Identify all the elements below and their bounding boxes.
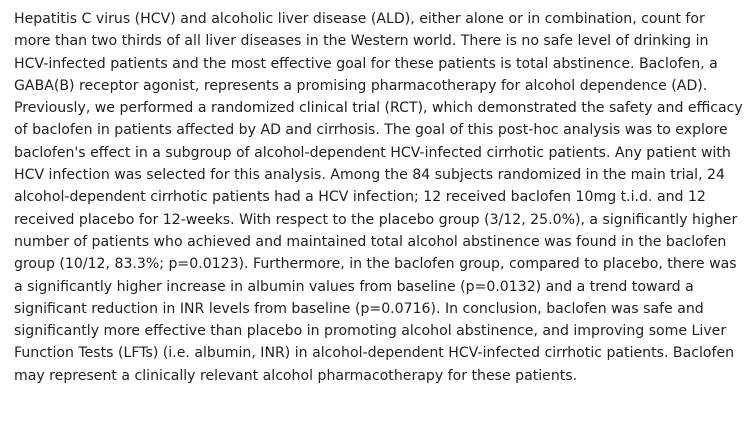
abstract-text: Hepatitis C virus (HCV) and alcoholic li…: [14, 8, 743, 387]
abstract-line: HCV infection was selected for this anal…: [14, 167, 725, 184]
abstract-line: HCV-infected patients and the most effec…: [14, 55, 718, 72]
abstract-line: significantly more effective than placeb…: [14, 323, 727, 340]
abstract-line: of baclofen in patients affected by AD a…: [14, 122, 728, 139]
abstract-line: GABA(B) receptor agonist, represents a p…: [14, 77, 708, 94]
abstract-line: Previously, we performed a randomized cl…: [14, 100, 743, 117]
abstract-line: Function Tests (LFTs) (i.e. albumin, INR…: [14, 345, 735, 362]
abstract-line: more than two thirds of all liver diseas…: [14, 33, 709, 50]
abstract-line: alcohol-dependent cirrhotic patients had…: [14, 189, 706, 206]
abstract-line: group (10/12, 83.3%; p=0.0123). Furtherm…: [14, 256, 737, 273]
abstract-line: Hepatitis C virus (HCV) and alcoholic li…: [14, 11, 705, 27]
abstract-line: number of patients who achieved and main…: [14, 233, 727, 250]
abstract-line: baclofen's effect in a subgroup of alcoh…: [14, 144, 731, 161]
abstract-line: may represent a clinically relevant alco…: [14, 367, 578, 384]
abstract-line: a significantly higher increase in album…: [14, 278, 694, 295]
abstract-line: received placebo for 12-weeks. With resp…: [14, 211, 738, 228]
abstract-line: significant reduction in INR levels from…: [14, 300, 704, 317]
